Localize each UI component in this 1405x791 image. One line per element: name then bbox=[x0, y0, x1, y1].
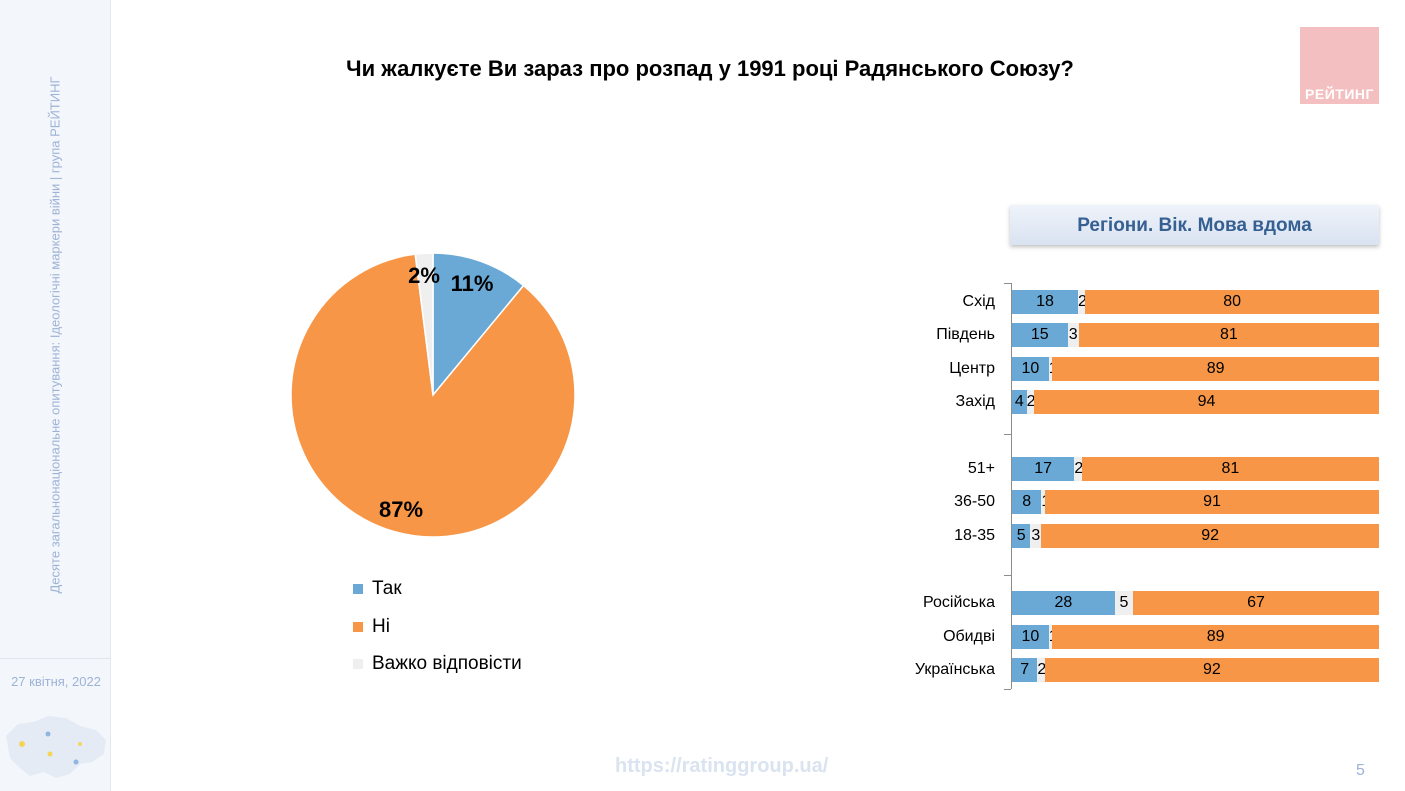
bar-seg-hard: 2 bbox=[1078, 290, 1087, 314]
pie-slice-yes-label: 11% bbox=[450, 271, 494, 296]
pie-slice-no-label: 87% bbox=[378, 497, 424, 522]
bar-seg-yes: 18 bbox=[1012, 290, 1079, 314]
rating-logo: РЕЙТИНГ bbox=[1300, 27, 1379, 104]
bar-seg-yes: 28 bbox=[1012, 591, 1115, 615]
bar-seg-no: 94 bbox=[1034, 390, 1379, 414]
bar-row-label: Російська bbox=[923, 594, 995, 611]
legend-label-no: Ні bbox=[372, 616, 390, 637]
bar-seg-hard: 3 bbox=[1067, 323, 1079, 347]
legend-item-hard: Важко відповісти bbox=[353, 653, 522, 675]
page-number: 5 bbox=[1356, 762, 1365, 779]
bar-row-label: Південь bbox=[936, 326, 995, 343]
bar-seg-yes: 4 bbox=[1012, 390, 1027, 414]
pie-slice-hard-label: 2% bbox=[408, 263, 440, 288]
bar-seg-yes: 8 bbox=[1012, 490, 1042, 514]
bar-seg-no: 67 bbox=[1133, 591, 1379, 615]
bar-seg-no: 92 bbox=[1041, 524, 1379, 548]
pie-chart bbox=[290, 252, 576, 538]
page-title: Чи жалкуєте Ви зараз про розпад у 1991 р… bbox=[346, 56, 1074, 81]
logo-text: РЕЙТИНГ bbox=[1305, 86, 1374, 102]
bar-row-label: Обидві bbox=[943, 628, 995, 645]
bar-axis-tick bbox=[1004, 689, 1011, 690]
bar-panel-header: Регіони. Вік. Мова вдома bbox=[1010, 205, 1379, 245]
sidebar: Десяте загальнонаціональне опитування: І… bbox=[0, 0, 111, 791]
bar-row-label: 36-50 bbox=[954, 493, 995, 510]
bar-row-label: Центр bbox=[949, 360, 995, 377]
bar-seg-yes: 15 bbox=[1012, 323, 1068, 347]
bar-seg-yes: 7 bbox=[1012, 658, 1038, 682]
ukraine-map-icon bbox=[6, 716, 106, 778]
bar-seg-no: 80 bbox=[1085, 290, 1379, 314]
bar-row-label: 51+ bbox=[967, 460, 995, 477]
bar-row-label: Захід bbox=[955, 393, 995, 410]
legend-item-yes: Так bbox=[353, 578, 402, 600]
bar-seg-yes: 17 bbox=[1012, 457, 1075, 481]
bar-seg-no: 81 bbox=[1081, 457, 1379, 481]
bar-seg-yes: 10 bbox=[1012, 625, 1049, 649]
pie-slice-no bbox=[290, 253, 576, 538]
survey-date: 27 квітня, 2022 bbox=[11, 674, 101, 689]
sidebar-divider bbox=[0, 658, 110, 659]
legend-swatch-yes bbox=[353, 584, 363, 594]
pie-slice-yes bbox=[432, 252, 525, 398]
bar-row-label: Українська bbox=[914, 661, 995, 678]
bar-axis bbox=[1011, 283, 1012, 689]
legend-swatch-hard bbox=[353, 659, 363, 669]
bar-row-label: 18-35 bbox=[954, 527, 995, 544]
bar-row-label: Схід bbox=[962, 293, 995, 310]
legend-label-hard: Важко відповісти bbox=[372, 653, 522, 674]
bar-seg-no: 91 bbox=[1045, 490, 1379, 514]
pie-slice-hard bbox=[414, 252, 434, 396]
bar-axis-tick bbox=[1004, 575, 1011, 576]
legend-swatch-no bbox=[353, 622, 363, 632]
bar-axis-tick bbox=[1004, 283, 1011, 284]
legend-item-no: Ні bbox=[353, 616, 390, 638]
bar-seg-hard: 2 bbox=[1074, 457, 1083, 481]
bar-seg-no: 81 bbox=[1078, 323, 1379, 347]
bar-seg-hard: 2 bbox=[1037, 658, 1046, 682]
bar-seg-hard: 5 bbox=[1114, 591, 1134, 615]
bar-seg-no: 92 bbox=[1044, 658, 1379, 682]
bar-seg-yes: 5 bbox=[1012, 524, 1031, 548]
bar-seg-no: 89 bbox=[1052, 625, 1379, 649]
footer-url[interactable]: https://ratinggroup.ua/ bbox=[615, 755, 829, 777]
legend-label-yes: Так bbox=[372, 578, 402, 599]
bar-seg-hard: 3 bbox=[1030, 524, 1042, 548]
bar-seg-no: 89 bbox=[1052, 357, 1379, 381]
bar-seg-yes: 10 bbox=[1012, 357, 1049, 381]
bar-axis-tick bbox=[1004, 434, 1011, 435]
bar-seg-hard: 2 bbox=[1026, 390, 1036, 414]
